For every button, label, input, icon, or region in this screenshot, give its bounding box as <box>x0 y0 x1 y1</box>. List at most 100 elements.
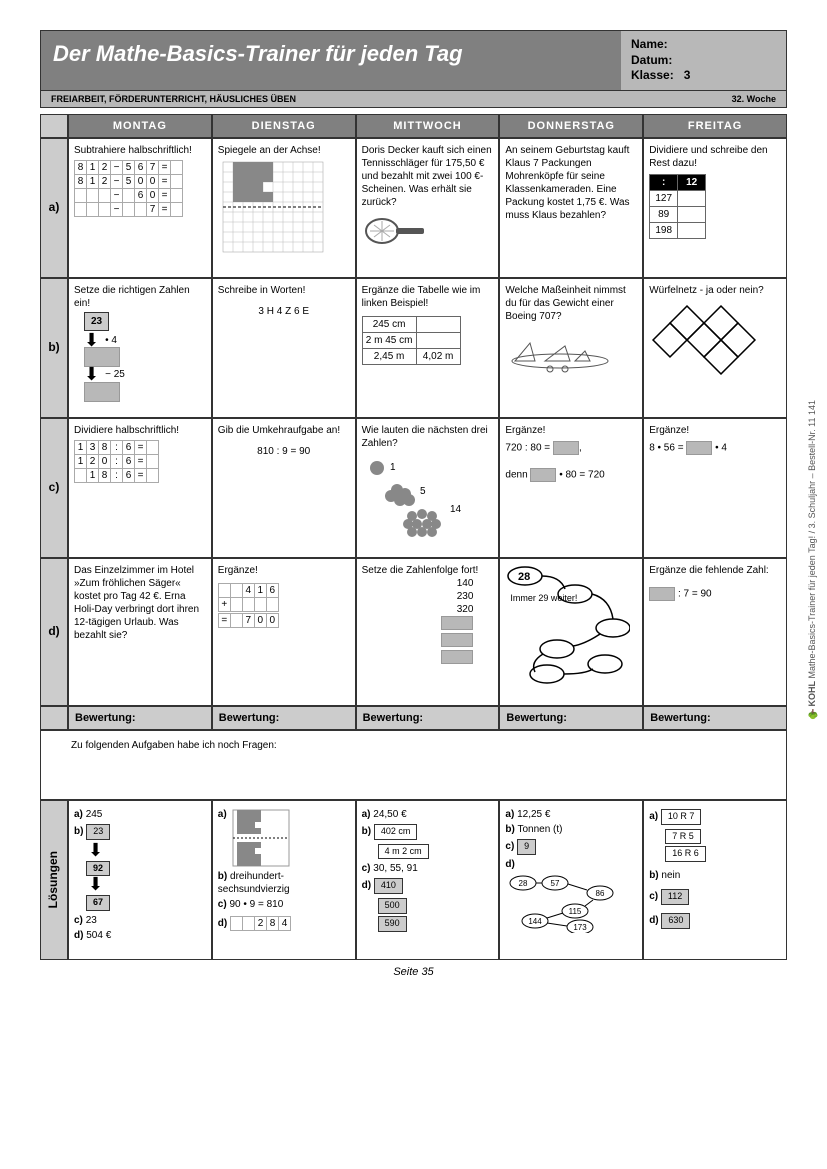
sol-die: a) b) dreihundert­sechsundvierzig c) 90 … <box>212 800 356 960</box>
sol-mit: a) 24,50 € b) 402 cm 4 m 2 cm c) 30, 55,… <box>356 800 500 960</box>
task-text: Schreibe in Worten! <box>218 284 350 297</box>
solutions-label: Lösungen <box>46 851 62 908</box>
task-a-mon: Subtrahiere halb­schriftlich! 812−567= 8… <box>68 138 212 278</box>
task-d-die: Ergänze! 416 + =700 <box>212 558 356 706</box>
task-text: Ergänze die Tabelle wie im linken Beispi… <box>362 284 494 310</box>
task-b-mon: Setze die richtigen Zahlen ein! 23 ⬇• 4 … <box>68 278 212 418</box>
svg-text:14: 14 <box>450 504 462 515</box>
berries-icon: 1 5 14 <box>362 450 472 540</box>
name-label: Name: <box>631 37 668 51</box>
task-d-mit: Setze die Zahlen­folge fort! 140 230 320 <box>356 558 500 706</box>
subtitle: FREIARBEIT, FÖRDERUNTERRICHT, HÄUSLICHES… <box>51 94 296 104</box>
task-d-don: 28 Immer 29 weiter! <box>499 558 643 706</box>
date-label: Datum: <box>631 53 672 67</box>
division-table: :12 127 89 198 <box>649 174 706 239</box>
svg-text:28: 28 <box>518 571 530 583</box>
class-label: Klasse: <box>631 68 674 82</box>
calc-grid: 138:6= 120:6= 18:6= <box>74 440 159 483</box>
arrow-down-icon: ⬇ <box>88 840 103 860</box>
header: Der Mathe-Basics-Trainer für jeden Tag N… <box>40 30 787 91</box>
addition-grid: 416 + =700 <box>218 583 279 628</box>
bewertung-die: Bewertung: <box>212 706 356 730</box>
task-a-die: Spiegele an der Achse! <box>212 138 356 278</box>
side-publisher-text: 🌳 KOHL Mathe-Basics-Trainer für jeden Ta… <box>807 400 817 720</box>
svg-text:5: 5 <box>420 486 426 497</box>
day-mittwoch: MITTWOCH <box>356 114 500 138</box>
questions-label: Zu folgenden Aufgaben habe ich noch Frag… <box>71 740 277 751</box>
svg-text:28: 28 <box>519 879 528 888</box>
task-a-mit: Doris Decker kauft sich einen Tennis­sch… <box>356 138 500 278</box>
corner-cell <box>40 114 68 138</box>
blank-box <box>553 441 579 455</box>
page-footer: Seite 35 <box>40 966 787 978</box>
airplane-icon <box>505 331 615 381</box>
blank-box <box>649 587 675 601</box>
solutions-label-cell: Lösungen <box>40 800 68 960</box>
task-b-die: Schreibe in Worten! 3 H 4 Z 6 E <box>212 278 356 418</box>
task-text: Ergänze! <box>649 424 781 437</box>
chain-diagram: 28 <box>505 564 630 684</box>
task-text: Das Einzelzimmer im Hotel »Zum fröhliche… <box>74 564 206 642</box>
task-d-fre: Ergänze die fehlende Zahl: : 7 = 90 <box>643 558 787 706</box>
task-text: Würfelnetz - ja oder nein? <box>649 284 781 297</box>
blank-box <box>84 382 120 402</box>
row-c-label: c) <box>40 418 68 558</box>
task-b-fre: Würfelnetz - ja oder nein? <box>643 278 787 418</box>
svg-text:86: 86 <box>596 889 605 898</box>
svg-text:115: 115 <box>569 907 582 916</box>
task-text: Ergänze die fehlende Zahl: <box>649 564 781 577</box>
row-a-label: a) <box>40 138 68 278</box>
task-a-fre: Dividiere und schreibe den Rest dazu! :1… <box>643 138 787 278</box>
task-text: Ergänze! <box>505 424 637 437</box>
day-freitag: FREITAG <box>643 114 787 138</box>
title-area: Der Mathe-Basics-Trainer für jeden Tag <box>41 31 621 90</box>
task-text: Welche Maßein­heit nimmst du für das Gew… <box>505 284 637 323</box>
row-d-label: d) <box>40 558 68 706</box>
bewertung-mit: Bewertung: <box>356 706 500 730</box>
questions-area: Zu folgenden Aufgaben habe ich noch Frag… <box>40 730 787 800</box>
task-c-mit: Wie lauten die nächsten drei Zahlen? 1 5… <box>356 418 500 558</box>
task-a-don: An seinem Geburts­tag kauft Klaus 7 Pack… <box>499 138 643 278</box>
task-text: Ergänze! <box>218 564 350 577</box>
task-text: Doris Decker kauft sich einen Tennis­sch… <box>362 144 494 209</box>
calc-grid: 812−567= 812−500= −60= −7= <box>74 160 183 217</box>
arrow-down-icon: ⬇ <box>88 874 103 894</box>
class-value: 3 <box>684 68 691 82</box>
task-text: Dividiere und schreibe den Rest dazu! <box>649 144 781 170</box>
day-dienstag: DIENSTAG <box>212 114 356 138</box>
task-text: Wie lauten die nächsten drei Zahlen? <box>362 424 494 450</box>
bewertung-mon: Bewertung: <box>68 706 212 730</box>
svg-text:144: 144 <box>529 917 543 926</box>
hint-text: Immer 29 weiter! <box>510 593 642 605</box>
task-b-don: Welche Maßein­heit nimmst du für das Gew… <box>499 278 643 418</box>
worksheet-page: Der Mathe-Basics-Trainer für jeden Tag N… <box>0 0 827 998</box>
row-b-label: b) <box>40 278 68 418</box>
svg-text:1: 1 <box>390 462 396 473</box>
info-area: Name: Datum: Klasse: 3 <box>621 31 786 90</box>
expression: 810 : 9 = 90 <box>218 445 350 458</box>
week-label: 32. Woche <box>732 94 776 104</box>
bewertung-don: Bewertung: <box>499 706 643 730</box>
task-c-fre: Ergänze! 8 • 56 = • 4 <box>643 418 787 558</box>
task-text: Spiegele an der Achse! <box>218 144 350 157</box>
blank-box <box>441 616 473 630</box>
blank-box <box>441 633 473 647</box>
day-montag: MONTAG <box>68 114 212 138</box>
task-c-don: Ergänze! 720 : 80 = , denn • 80 = 720 <box>499 418 643 558</box>
task-text: An seinem Geburts­tag kauft Klaus 7 Pack… <box>505 144 637 222</box>
task-text: Gib die Umkehr­aufgabe an! <box>218 424 350 437</box>
cube-net-icon <box>649 305 759 375</box>
arrow-down-icon: ⬇ <box>84 333 99 347</box>
expression: 3 H 4 Z 6 E <box>218 305 350 318</box>
sol-fre: a) 10 R 7 7 R 5 16 R 6 b) nein c) 112 d)… <box>643 800 787 960</box>
tennis-racket-icon <box>362 213 432 253</box>
task-d-mon: Das Einzelzimmer im Hotel »Zum fröhliche… <box>68 558 212 706</box>
start-number: 23 <box>84 312 109 331</box>
task-c-die: Gib die Umkehr­aufgabe an! 810 : 9 = 90 <box>212 418 356 558</box>
sol-mon: a) 245 b) 23 ⬇ 92 ⬇ 67 c) 23 d) 504 € <box>68 800 212 960</box>
blank-box <box>686 441 712 455</box>
arrow-down-icon: ⬇ <box>84 367 99 381</box>
task-text: Subtrahiere halb­schriftlich! <box>74 144 206 157</box>
svg-text:173: 173 <box>574 923 588 932</box>
blank-box <box>530 468 556 482</box>
